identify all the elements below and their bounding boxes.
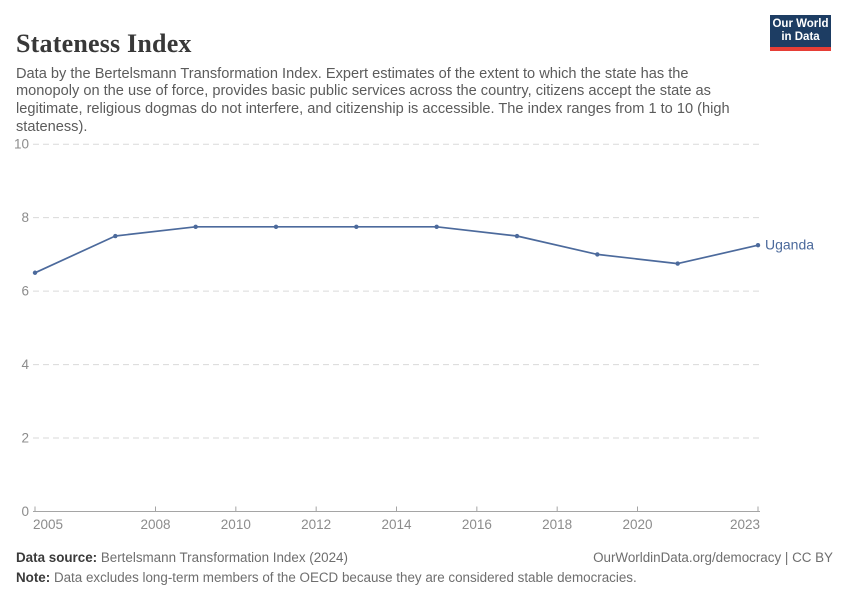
- page-title: Stateness Index: [16, 29, 192, 59]
- data-point[interactable]: [354, 224, 359, 230]
- y-tick-label: 10: [14, 137, 29, 152]
- data-point[interactable]: [675, 261, 680, 266]
- owid-logo[interactable]: Our World in Data: [770, 15, 831, 51]
- x-tick-label: 2012: [301, 517, 331, 532]
- data-point[interactable]: [113, 233, 118, 239]
- chart-footer: Data source: Bertelsmann Transformation …: [16, 548, 833, 588]
- note-value: Data excludes long-term members of the O…: [50, 570, 637, 585]
- x-tick-label: 2016: [462, 517, 492, 532]
- data-source-line: Data source: Bertelsmann Transformation …: [16, 548, 348, 568]
- data-point[interactable]: [273, 224, 279, 230]
- data-point[interactable]: [755, 243, 761, 248]
- note-label: Note:: [16, 570, 51, 585]
- y-tick-label: 8: [21, 210, 29, 225]
- note-line: Note: Data excludes long-term members of…: [16, 570, 637, 585]
- y-tick-label: 2: [21, 431, 29, 446]
- data-point[interactable]: [32, 270, 38, 275]
- data-point[interactable]: [514, 233, 520, 239]
- series-label: Uganda: [765, 237, 814, 253]
- chart-subtitle: Data by the Bertelsmann Transformation I…: [16, 65, 730, 135]
- x-tick-label: 2005: [33, 517, 63, 532]
- y-tick-label: 6: [21, 284, 29, 299]
- x-tick-label: 2014: [381, 517, 412, 532]
- x-tick-label: 2010: [221, 517, 251, 532]
- owid-logo-line1: Our World: [772, 17, 829, 30]
- data-source-label: Data source:: [16, 550, 98, 565]
- y-tick-label: 0: [21, 504, 29, 519]
- x-tick-label: 2020: [622, 517, 652, 532]
- data-point[interactable]: [595, 252, 600, 257]
- data-point[interactable]: [193, 224, 198, 230]
- y-tick-label: 4: [21, 357, 29, 372]
- data-source-value: Bertelsmann Transformation Index (2024): [97, 550, 348, 565]
- chart-canvas[interactable]: 0 2 4 6 8 10 2005 2008 2010 2012 2014 2016 2018 2020 2…: [0, 130, 850, 542]
- x-tick-label: 2023: [730, 517, 760, 532]
- data-point[interactable]: [434, 224, 439, 230]
- x-tick-label: 2018: [542, 517, 572, 532]
- series-line-uganda[interactable]: [34, 225, 759, 274]
- x-tick-label: 2008: [140, 517, 170, 532]
- owid-logo-line2: in Data: [781, 31, 820, 43]
- credit-link[interactable]: OurWorldinData.org/democracy | CC BY: [593, 550, 833, 565]
